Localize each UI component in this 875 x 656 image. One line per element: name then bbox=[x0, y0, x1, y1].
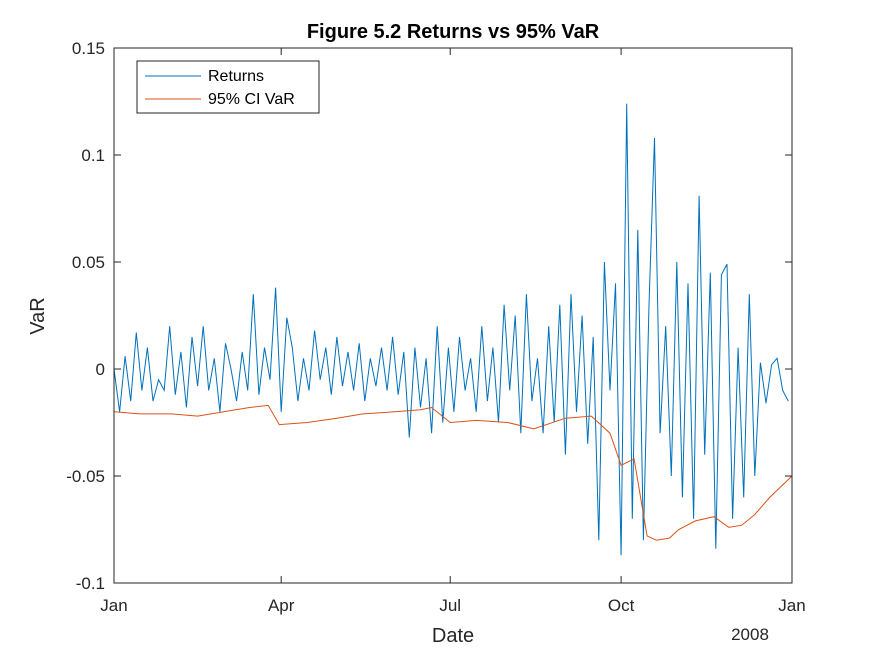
x-tick-label: Jul bbox=[439, 596, 461, 615]
series-line-returns bbox=[113, 103, 789, 556]
y-tick-label: 0.05 bbox=[72, 253, 105, 272]
series-layer bbox=[113, 103, 793, 556]
axes-box bbox=[113, 47, 793, 584]
y-tick-label: -0.1 bbox=[76, 574, 105, 593]
y-tick-label: 0.1 bbox=[81, 146, 105, 165]
plot-area bbox=[114, 48, 792, 583]
legend-label-var: 95% CI VaR bbox=[208, 91, 295, 108]
x-secondary-label: 2008 bbox=[731, 625, 769, 644]
legend: Returns 95% CI VaR bbox=[136, 60, 320, 114]
x-axis-label: Date bbox=[432, 625, 474, 647]
x-tick-label: Jan bbox=[778, 596, 805, 615]
y-tick-label: 0.15 bbox=[72, 39, 105, 58]
legend-label-returns: Returns bbox=[208, 68, 264, 85]
y-axis-label: VaR bbox=[27, 297, 49, 334]
series-line-var bbox=[113, 404, 793, 541]
y-tick-label: -0.05 bbox=[66, 467, 105, 486]
x-tick-label: Oct bbox=[608, 596, 635, 615]
y-tick-label: 0 bbox=[96, 360, 105, 379]
tick-labels: 0.15 0.1 0.05 0 -0.05 -0.1 Jan Apr Jul Oct Jan bbox=[66, 39, 805, 615]
x-tick-label: Jan bbox=[100, 596, 127, 615]
chart-title: Figure 5.2 Returns vs 95% VaR bbox=[307, 21, 600, 43]
legend-box bbox=[136, 60, 320, 114]
axes bbox=[113, 47, 793, 584]
x-tick-label: Apr bbox=[268, 596, 295, 615]
